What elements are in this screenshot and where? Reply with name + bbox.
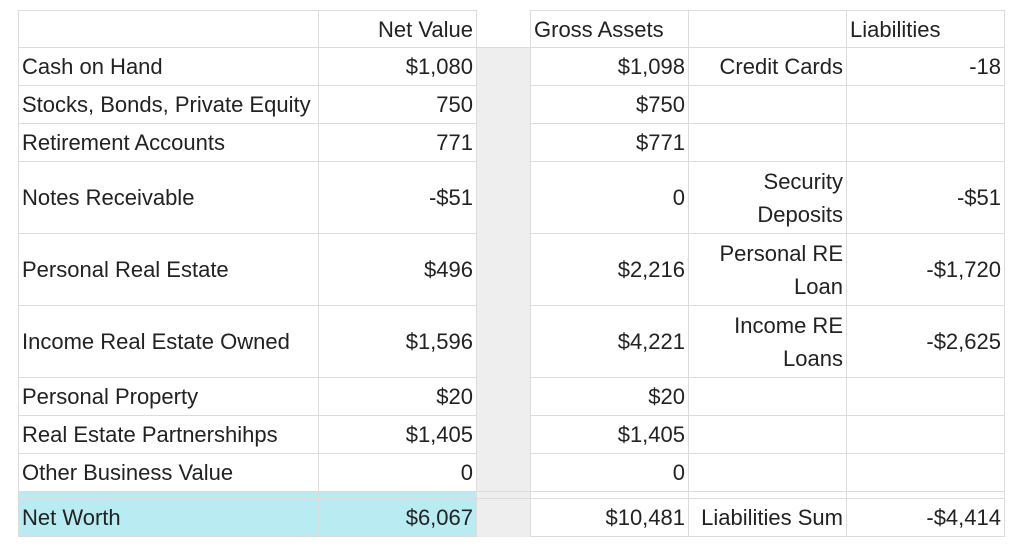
liability-value-cell[interactable]: -$1,720 — [846, 233, 1005, 306]
gap-cell[interactable] — [476, 10, 531, 48]
liability-value-cell[interactable]: -$51 — [846, 161, 1005, 234]
liability-label-cell[interactable]: Credit Cards — [688, 47, 847, 86]
net-value-cell[interactable]: $1,080 — [318, 47, 477, 86]
liability-label-cell[interactable] — [688, 123, 847, 162]
net-value-cell[interactable]: 750 — [318, 85, 477, 124]
table-row: Notes Receivable -$51 0 Security Deposit… — [18, 161, 1005, 234]
liability-value-cell[interactable] — [846, 415, 1005, 454]
spacer-cell[interactable] — [18, 491, 319, 499]
liability-value-cell[interactable] — [846, 377, 1005, 416]
gap-cell[interactable] — [476, 47, 531, 86]
row-label[interactable]: Cash on Hand — [18, 47, 319, 86]
liability-value-cell[interactable] — [846, 85, 1005, 124]
row-label[interactable]: Retirement Accounts — [18, 123, 319, 162]
table-row: Real Estate Partnershihps $1,405 $1,405 — [18, 415, 1005, 454]
gap-cell[interactable] — [476, 85, 531, 124]
spacer-cell[interactable] — [846, 491, 1005, 499]
gap-cell[interactable] — [476, 415, 531, 454]
liability-value-cell[interactable]: -$2,625 — [846, 305, 1005, 378]
net-worth-table: Net Value Gross Assets Liabilities Cash … — [18, 10, 1005, 537]
table-row: Retirement Accounts 771 $771 — [18, 123, 1005, 162]
net-worth-label[interactable]: Net Worth — [18, 498, 319, 537]
gross-assets-cell[interactable]: $4,221 — [530, 305, 689, 378]
row-label[interactable]: Real Estate Partnershihps — [18, 415, 319, 454]
liability-label-cell[interactable] — [688, 377, 847, 416]
gross-assets-cell[interactable]: $771 — [530, 123, 689, 162]
header-gross-assets[interactable]: Gross Assets — [530, 10, 689, 48]
table-row: Personal Property $20 $20 — [18, 377, 1005, 416]
gross-assets-cell[interactable]: $1,098 — [530, 47, 689, 86]
net-value-cell[interactable]: $496 — [318, 233, 477, 306]
spacer-cell[interactable] — [688, 491, 847, 499]
header-liabilities[interactable]: Liabilities — [846, 10, 1005, 48]
net-value-cell[interactable]: 0 — [318, 453, 477, 492]
gross-assets-cell[interactable]: $750 — [530, 85, 689, 124]
net-value-cell[interactable]: $20 — [318, 377, 477, 416]
row-label[interactable]: Other Business Value — [18, 453, 319, 492]
net-value-cell[interactable]: 771 — [318, 123, 477, 162]
liability-label-cell[interactable] — [688, 415, 847, 454]
liability-label-cell[interactable] — [688, 85, 847, 124]
liabilities-sum-label[interactable]: Liabilities Sum — [688, 498, 847, 537]
spreadsheet: Net Value Gross Assets Liabilities Cash … — [18, 10, 1005, 537]
table-row: Cash on Hand $1,080 $1,098 Credit Cards … — [18, 47, 1005, 86]
gap-cell[interactable] — [476, 377, 531, 416]
net-worth-value[interactable]: $6,067 — [318, 498, 477, 537]
liability-label-cell[interactable]: Personal RE Loan — [688, 233, 847, 306]
gap-cell[interactable] — [476, 123, 531, 162]
gross-assets-total[interactable]: $10,481 — [530, 498, 689, 537]
net-value-cell[interactable]: -$51 — [318, 161, 477, 234]
net-value-cell[interactable]: $1,405 — [318, 415, 477, 454]
gross-assets-cell[interactable]: 0 — [530, 161, 689, 234]
row-label[interactable]: Income Real Estate Owned — [18, 305, 319, 378]
liabilities-sum-value[interactable]: -$4,414 — [846, 498, 1005, 537]
liability-value-cell[interactable]: -18 — [846, 47, 1005, 86]
row-label[interactable]: Personal Property — [18, 377, 319, 416]
header-net-value[interactable]: Net Value — [318, 10, 477, 48]
net-value-cell[interactable]: $1,596 — [318, 305, 477, 378]
row-label[interactable]: Stocks, Bonds, Private Equity — [18, 85, 319, 124]
gross-assets-cell[interactable]: $2,216 — [530, 233, 689, 306]
header-row: Net Value Gross Assets Liabilities — [18, 10, 1005, 48]
gross-assets-cell[interactable]: $1,405 — [530, 415, 689, 454]
gross-assets-cell[interactable]: 0 — [530, 453, 689, 492]
row-label[interactable]: Notes Receivable — [18, 161, 319, 234]
liability-value-cell[interactable] — [846, 453, 1005, 492]
gap-cell[interactable] — [476, 305, 531, 378]
gap-cell[interactable] — [476, 491, 531, 499]
gap-cell[interactable] — [476, 498, 531, 537]
net-worth-row: Net Worth $6,067 $10,481 Liabilities Sum… — [18, 498, 1005, 537]
liability-label-cell[interactable]: Security Deposits — [688, 161, 847, 234]
header-label-cell[interactable] — [18, 10, 319, 48]
header-liab-label-cell[interactable] — [688, 10, 847, 48]
table-row: Stocks, Bonds, Private Equity 750 $750 — [18, 85, 1005, 124]
table-row: Personal Real Estate $496 $2,216 Persona… — [18, 233, 1005, 306]
liability-label-cell[interactable] — [688, 453, 847, 492]
gross-assets-cell[interactable]: $20 — [530, 377, 689, 416]
table-row: Income Real Estate Owned $1,596 $4,221 I… — [18, 305, 1005, 378]
spacer-cell[interactable] — [318, 491, 477, 499]
liability-value-cell[interactable] — [846, 123, 1005, 162]
spacer-cell[interactable] — [530, 491, 689, 499]
table-row: Other Business Value 0 0 — [18, 453, 1005, 492]
spacer-row — [18, 491, 1005, 499]
gap-cell[interactable] — [476, 233, 531, 306]
row-label[interactable]: Personal Real Estate — [18, 233, 319, 306]
liability-label-cell[interactable]: Income RE Loans — [688, 305, 847, 378]
gap-cell[interactable] — [476, 161, 531, 234]
gap-cell[interactable] — [476, 453, 531, 492]
